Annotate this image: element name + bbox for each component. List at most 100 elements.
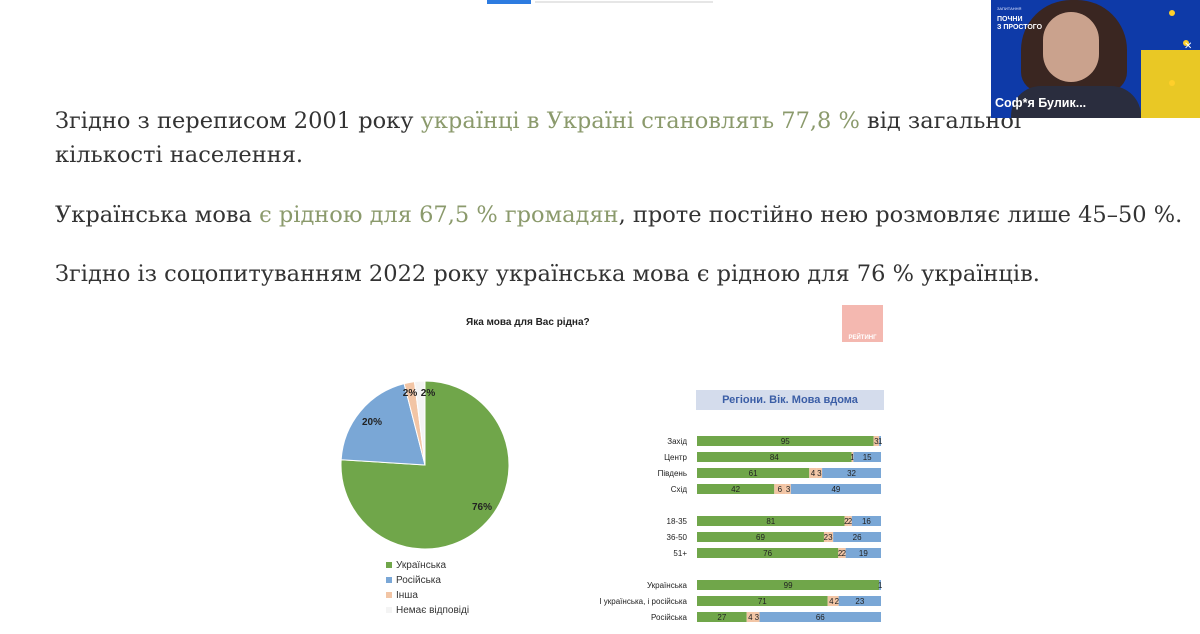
bar-segment — [845, 548, 881, 558]
bar-value-label: 1 — [878, 437, 883, 446]
bar-value-label: 32 — [847, 469, 856, 478]
bar-segment — [879, 580, 881, 590]
bar-value-label: 4 — [811, 469, 816, 478]
pie-chart: 76% 20% 2% 2% — [340, 380, 510, 550]
pie-label-4: 2% — [421, 388, 436, 399]
bar-segment — [838, 548, 842, 558]
bar-value-label: 71 — [758, 597, 767, 606]
bar-value-label: 3 — [786, 485, 791, 494]
bar-segment — [827, 532, 834, 542]
bar-value-label: 19 — [859, 549, 868, 558]
top-progress-indicator — [487, 0, 713, 4]
legend-item-4: Немає відповіді — [386, 605, 469, 616]
bar-value-label: 61 — [749, 469, 758, 478]
paragraph-survey: Згідно із соцопитуванням 2022 року украї… — [55, 261, 1040, 287]
bar-chart-title: Регіони. Вік. Мова вдома — [696, 390, 884, 410]
participant-name: Соф*я Булик... — [995, 96, 1087, 110]
bar-category-label: 36-50 — [667, 533, 688, 542]
bar-category-label: Центр — [664, 453, 687, 462]
bar-value-label: 81 — [766, 517, 775, 526]
bar-value-label: 2 — [835, 597, 840, 606]
video-participant-tile[interactable]: ЗАПИТАННЯ ПОЧНИ З ПРОСТОГО ✕ Соф*я Булик.… — [991, 0, 1200, 118]
pie-chart-title: Яка мова для Вас рідна? — [466, 317, 590, 328]
pie-slice-2 — [340, 383, 426, 466]
legend-swatch — [386, 607, 392, 614]
legend-swatch — [386, 577, 392, 584]
bar-segment — [697, 516, 845, 526]
bar-segment — [841, 548, 846, 558]
bar-value-label: 16 — [862, 517, 871, 526]
bar-value-label: 3 — [817, 469, 822, 478]
bar-category-label: Захід — [667, 437, 687, 446]
pie-label-2: 20% — [362, 417, 382, 428]
bar-value-label: 2 — [824, 533, 829, 542]
bar-category-label: І українська, і російська — [599, 597, 687, 606]
bar-value-label: 3 — [755, 613, 760, 622]
bar-segment — [827, 596, 835, 606]
paragraph-census: Згідно з переписом 2001 року українці в … — [55, 108, 1022, 168]
bar-value-label: 95 — [781, 437, 790, 446]
bar-value-label: 4 — [748, 613, 753, 622]
bar-segment — [823, 532, 828, 542]
bar-segment — [848, 516, 852, 526]
bar-segment — [697, 436, 874, 446]
highlight-census: українці в Україні становлять 77,8 % — [420, 108, 860, 134]
bar-segment — [697, 468, 810, 478]
video-brand-top: ЗАПИТАННЯ — [997, 6, 1022, 11]
bar-value-label: 3 — [828, 533, 833, 542]
paragraph-native-language: Українська мова є рідною для 67,5 % гром… — [55, 202, 1183, 228]
legend-swatch — [386, 562, 392, 569]
bar-value-label: 27 — [717, 613, 726, 622]
bar-value-label: 15 — [863, 453, 872, 462]
bar-value-label: 4 — [829, 597, 834, 606]
bar-segment — [853, 452, 881, 462]
bar-value-label: 1 — [878, 581, 883, 590]
bar-segment — [746, 612, 755, 622]
legend-item-1: Українська — [386, 560, 446, 571]
bar-segment — [873, 436, 880, 446]
bar-value-label: 66 — [816, 613, 825, 622]
bar-segment — [774, 484, 786, 494]
bar-value-label: 3 — [874, 437, 879, 446]
bar-segment — [844, 516, 849, 526]
legend-item-3: Інша — [386, 590, 418, 601]
bar-segment — [833, 532, 881, 542]
bar-segment — [851, 452, 854, 462]
bar-value-label: 2 — [844, 517, 849, 526]
pie-slice-1 — [340, 380, 510, 550]
legend-swatch — [386, 592, 392, 599]
pie-label-3: 2% — [403, 388, 418, 399]
bar-segment — [697, 532, 824, 542]
bar-segment — [816, 468, 823, 478]
bar-segment — [838, 596, 881, 606]
bar-segment — [754, 612, 760, 622]
bar-segment — [785, 484, 791, 494]
legend-label: Інша — [396, 590, 418, 601]
bar-value-label: 1 — [850, 453, 855, 462]
video-brand-logo: ПОЧНИ З ПРОСТОГО — [997, 16, 1043, 31]
bar-segment — [697, 580, 880, 590]
bar-segment — [851, 516, 881, 526]
bar-segment — [835, 596, 839, 606]
bar-value-label: 6 — [778, 485, 783, 494]
bar-segment — [879, 436, 881, 446]
bar-value-label: 76 — [763, 549, 772, 558]
bar-value-label: 49 — [831, 485, 840, 494]
bar-segment — [822, 468, 881, 478]
bar-category-label: Схід — [671, 485, 688, 494]
mic-icon[interactable]: ✕ — [1184, 41, 1193, 52]
legend-label: Немає відповіді — [396, 605, 470, 616]
bar-segment — [697, 452, 852, 462]
legend-label: Українська — [396, 560, 447, 571]
bar-segment — [697, 548, 839, 558]
bar-value-label: 69 — [756, 533, 765, 542]
bar-category-label: 51+ — [673, 549, 687, 558]
legend-item-2: Російська — [386, 575, 441, 586]
highlight-native: є рідною для 67,5 % громадян — [259, 202, 619, 228]
bar-value-label: 26 — [853, 533, 862, 542]
bar-segment — [790, 484, 881, 494]
pie-slice-4 — [413, 380, 426, 466]
bar-category-label: Російська — [651, 613, 688, 622]
bar-category-label: Південь — [658, 469, 687, 478]
bar-value-label: 84 — [770, 453, 779, 462]
